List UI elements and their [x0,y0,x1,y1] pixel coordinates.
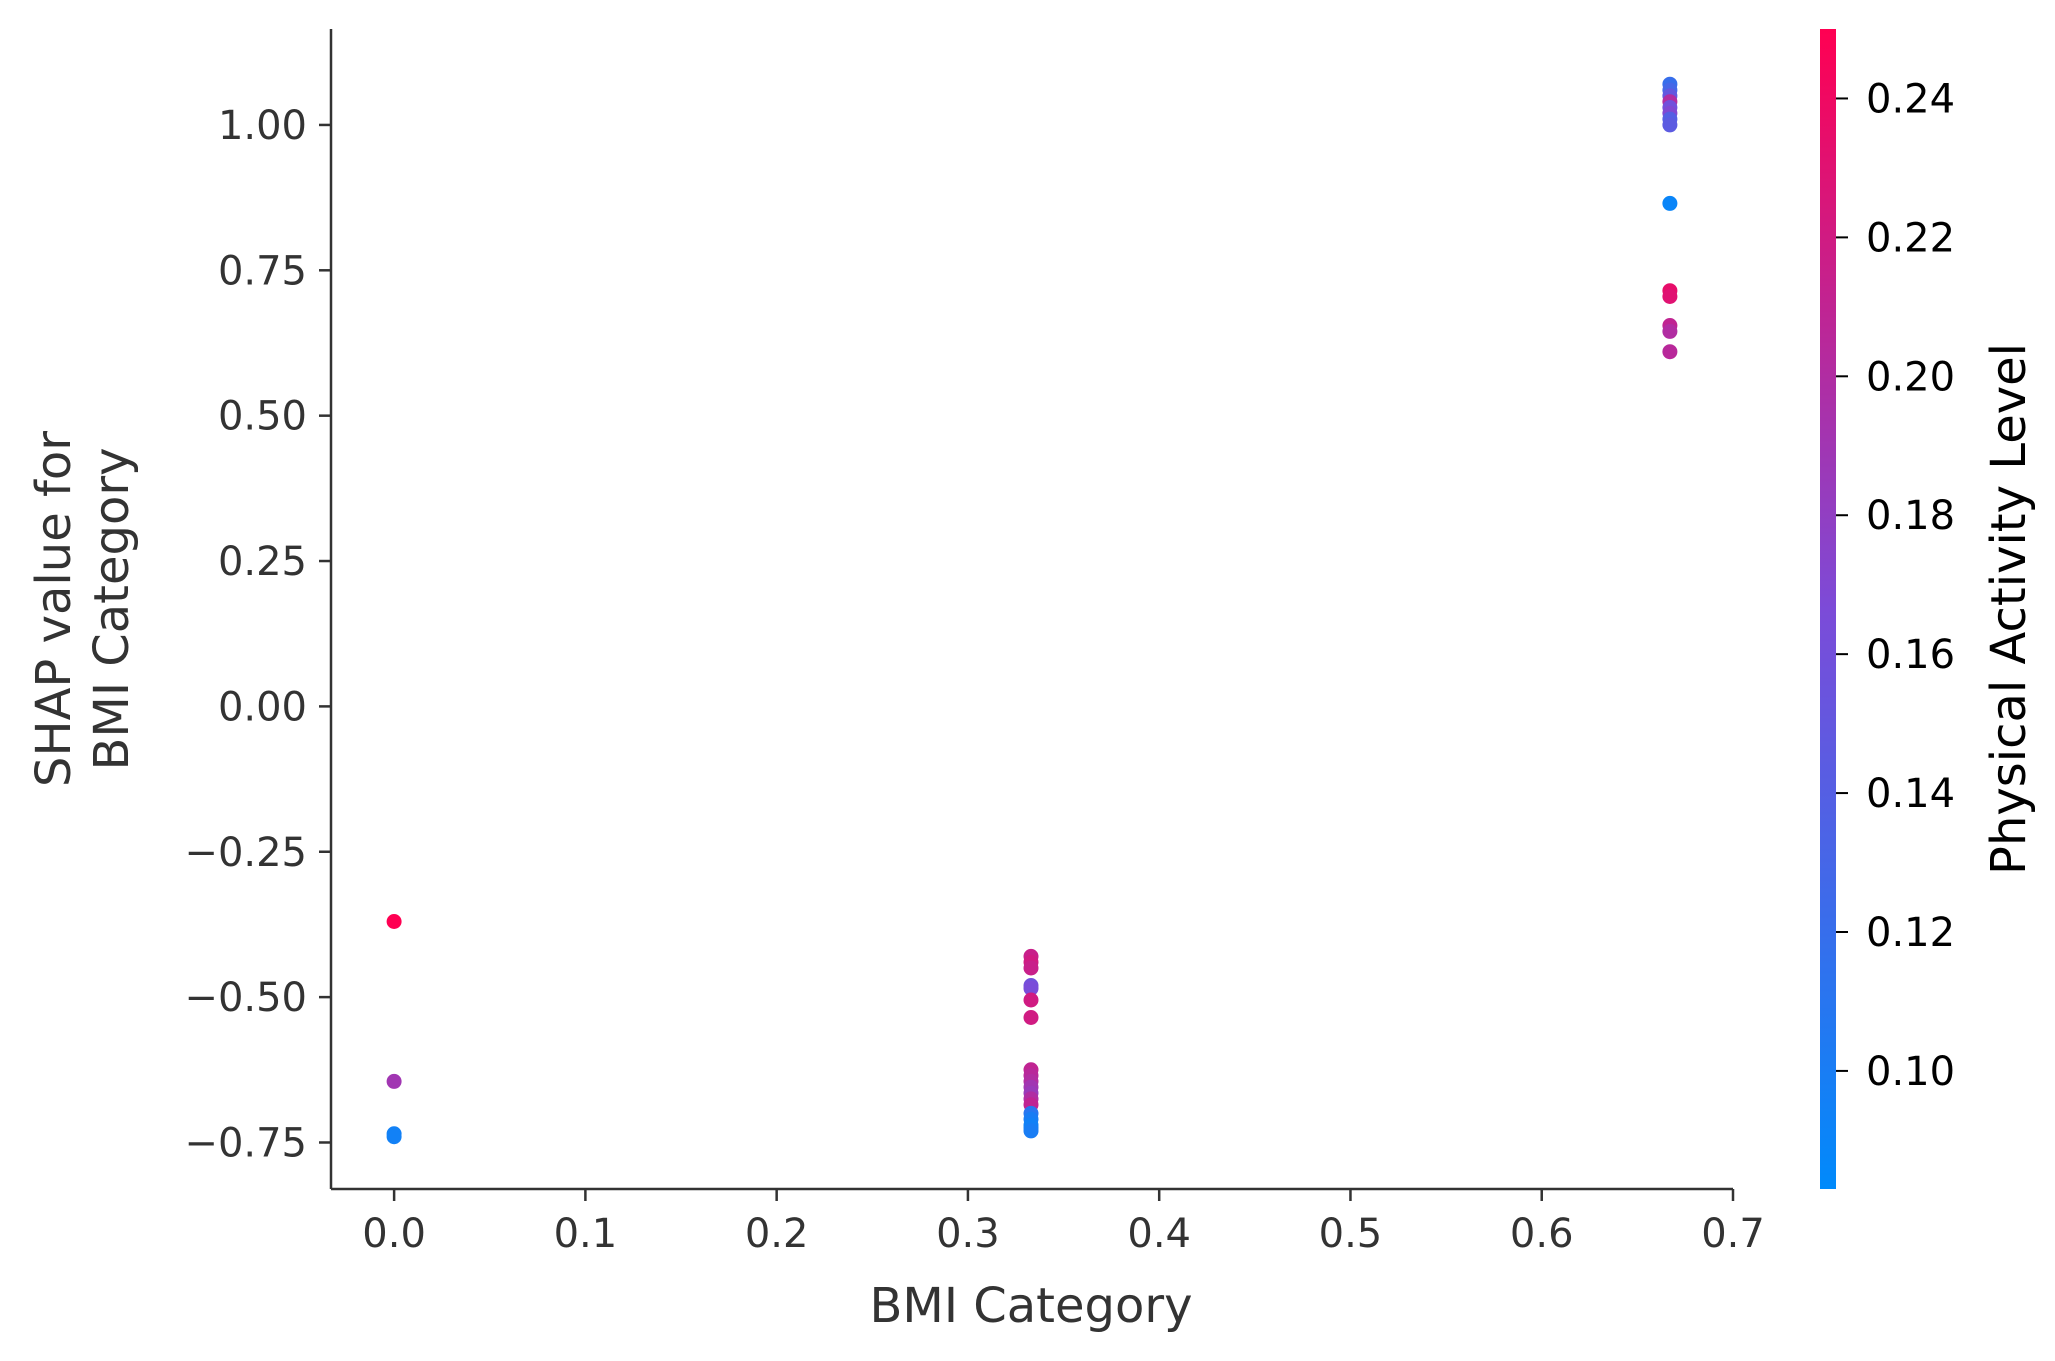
y-tick-label: −0.75 [184,1120,307,1166]
x-tick-label: 0.3 [936,1211,1000,1257]
colorbar-tick-label: 0.20 [1866,354,1955,400]
data-point [1023,1123,1039,1139]
colorbar-tick-label: 0.16 [1866,632,1955,678]
data-point [1023,980,1039,996]
colorbar-gradient [1820,29,1836,1189]
data-point [1662,289,1678,304]
colorbar-tick-label: 0.22 [1866,215,1955,261]
colorbar-label: Physical Activity Level [1981,343,2037,875]
y-tick-label: −0.25 [184,830,307,876]
data-point [386,914,402,929]
y-axis-ticks: 1.00 0.75 0.50 0.25 0.00 −0.25 −0.50 −0.75 [184,103,331,1166]
x-tick-label: 0.2 [745,1211,809,1257]
scatter-points [386,76,1678,1145]
data-point [386,1129,402,1145]
data-point [1023,992,1039,1008]
y-tick-label: 0.00 [218,684,307,730]
y-tick-label: −0.50 [184,975,307,1021]
colorbar-tick-label: 0.10 [1866,1049,1955,1095]
y-tick-label: 1.00 [218,103,307,149]
x-tick-label: 0.6 [1510,1211,1574,1257]
data-point [1662,195,1678,211]
x-tick-label: 0.7 [1701,1211,1765,1257]
data-point [1662,117,1678,133]
y-axis-label: SHAP value for BMI Category [26,431,140,787]
data-point [1023,1010,1039,1025]
x-axis-ticks: 0.0 0.1 0.2 0.3 0.4 0.5 0.6 0.7 [362,1189,1765,1257]
data-point [386,1073,402,1089]
axes [329,29,1733,1191]
y-tick-label: 0.75 [218,248,307,294]
x-tick-label: 0.4 [1127,1211,1191,1257]
x-tick-label: 0.0 [362,1211,426,1257]
colorbar-ticks: 0.10 0.12 0.14 0.16 0.18 0.20 0.22 0.24 [1836,76,1955,1095]
data-point [1662,344,1678,360]
colorbar-tick-label: 0.14 [1866,771,1955,817]
data-point [1662,323,1678,339]
data-point [1023,960,1039,976]
x-axis-label: BMI Category [869,1278,1192,1334]
y-axis-label-line-2: BMI Category [84,447,140,770]
y-tick-label: 0.25 [218,539,307,585]
y-axis-label-line-1: SHAP value for [26,431,82,787]
colorbar-tick-label: 0.24 [1866,76,1955,122]
colorbar-tick-label: 0.18 [1866,493,1955,539]
x-tick-label: 0.5 [1319,1211,1383,1257]
colorbar-tick-label: 0.12 [1866,910,1955,956]
x-tick-label: 0.1 [554,1211,618,1257]
y-tick-label: 0.50 [218,394,307,440]
